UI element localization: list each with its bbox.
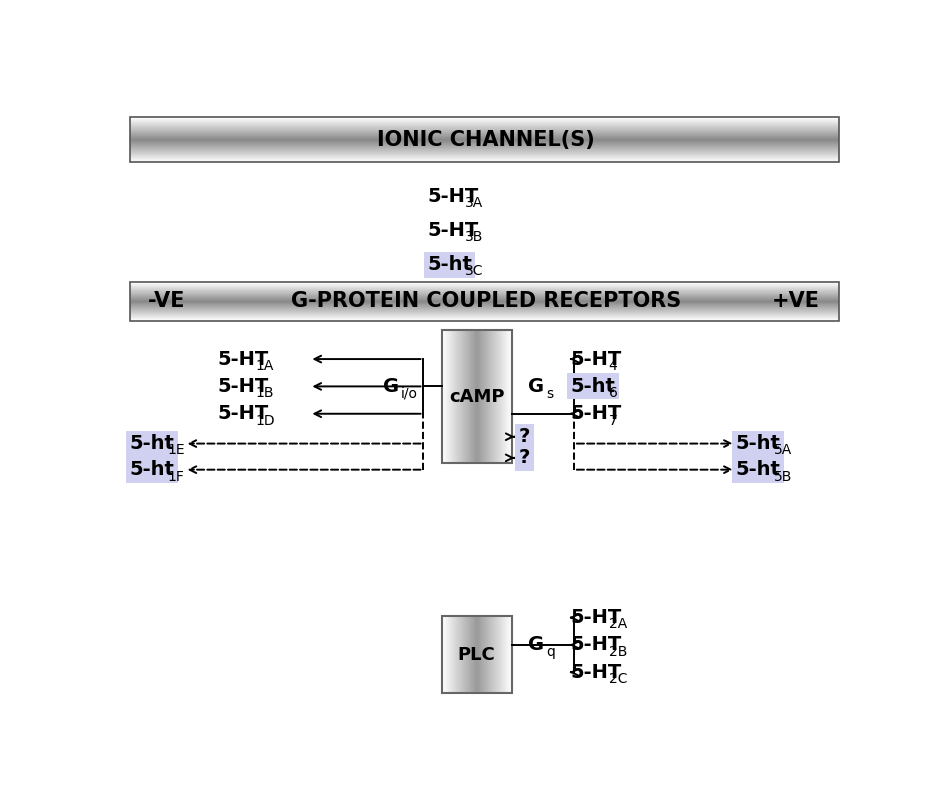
- Text: 1E: 1E: [168, 443, 186, 458]
- Text: 2B: 2B: [609, 645, 627, 659]
- Text: 5-HT: 5-HT: [571, 663, 622, 682]
- Text: 5-HT: 5-HT: [218, 349, 269, 369]
- Text: 5-HT: 5-HT: [571, 608, 622, 627]
- Text: 2C: 2C: [609, 672, 627, 686]
- Text: 1B: 1B: [256, 387, 274, 400]
- Text: 5-HT: 5-HT: [218, 404, 269, 423]
- Text: G-PROTEIN COUPLED RECEPTORS: G-PROTEIN COUPLED RECEPTORS: [291, 291, 681, 312]
- Text: 5-HT: 5-HT: [571, 635, 622, 654]
- Text: 3A: 3A: [465, 196, 483, 210]
- Text: G: G: [528, 635, 544, 654]
- Text: 5-ht: 5-ht: [427, 255, 472, 274]
- Bar: [442, 616, 512, 693]
- Text: G: G: [383, 377, 399, 396]
- Bar: [442, 330, 512, 463]
- Text: 3B: 3B: [465, 230, 483, 245]
- Text: 5-ht: 5-ht: [130, 434, 174, 453]
- Bar: [130, 117, 838, 162]
- Text: ?: ?: [519, 449, 530, 467]
- Text: 1F: 1F: [168, 470, 185, 483]
- Text: 3C: 3C: [465, 265, 483, 278]
- Text: PLC: PLC: [458, 646, 496, 663]
- Text: 5-HT: 5-HT: [571, 404, 622, 423]
- Text: s: s: [546, 387, 554, 401]
- Text: 5-HT: 5-HT: [571, 349, 622, 369]
- Text: 5-ht: 5-ht: [736, 460, 780, 479]
- Text: cAMP: cAMP: [449, 387, 504, 406]
- Text: 5-ht: 5-ht: [736, 434, 780, 453]
- Bar: [130, 282, 838, 320]
- Text: 5-HT: 5-HT: [218, 377, 269, 396]
- Text: i/o: i/o: [401, 387, 418, 401]
- Text: 5-HT: 5-HT: [427, 221, 479, 240]
- Text: 1A: 1A: [256, 359, 274, 373]
- Text: 5-ht: 5-ht: [571, 377, 615, 396]
- Text: G: G: [528, 377, 544, 396]
- Text: 5A: 5A: [774, 443, 793, 458]
- Text: 4: 4: [609, 359, 617, 373]
- Text: 2A: 2A: [609, 617, 627, 631]
- Text: 5B: 5B: [774, 470, 793, 483]
- Text: 5-ht: 5-ht: [130, 460, 174, 479]
- Text: +VE: +VE: [772, 291, 820, 312]
- Text: ?: ?: [519, 427, 530, 446]
- Text: 6: 6: [609, 387, 617, 400]
- Text: -VE: -VE: [148, 291, 186, 312]
- Text: 7: 7: [609, 413, 617, 428]
- Text: IONIC CHANNEL(S): IONIC CHANNEL(S): [377, 130, 594, 150]
- Text: q: q: [546, 646, 555, 659]
- Text: 1D: 1D: [256, 413, 276, 428]
- Text: 5-HT: 5-HT: [427, 186, 479, 206]
